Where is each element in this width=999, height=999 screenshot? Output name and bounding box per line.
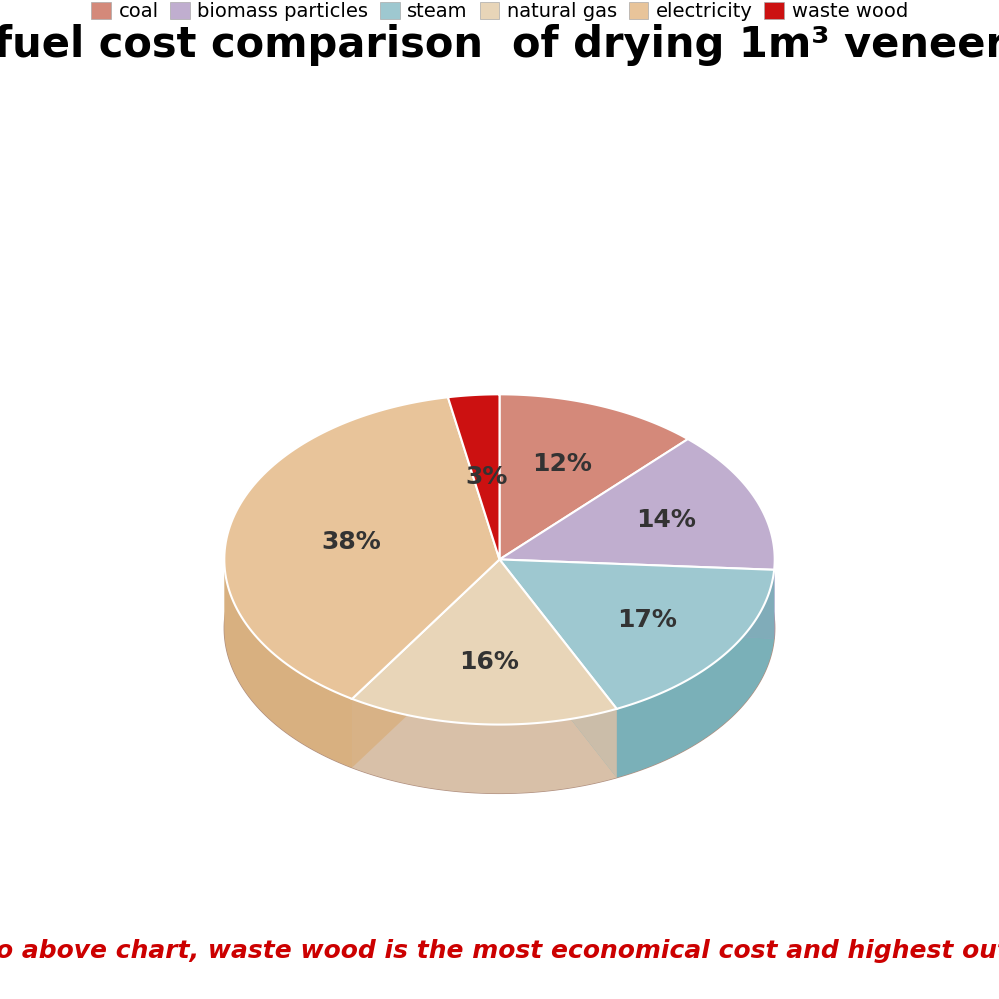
Polygon shape [352, 559, 500, 767]
Polygon shape [500, 440, 774, 569]
Polygon shape [500, 559, 774, 638]
Polygon shape [352, 559, 500, 767]
Text: 17%: 17% [617, 607, 677, 631]
Polygon shape [500, 395, 688, 559]
Text: 12%: 12% [532, 453, 592, 477]
Text: 3%: 3% [466, 466, 507, 490]
Text: 38%: 38% [321, 530, 381, 554]
Polygon shape [352, 699, 616, 793]
Polygon shape [500, 559, 616, 777]
Polygon shape [500, 559, 774, 709]
Polygon shape [448, 395, 500, 559]
Polygon shape [225, 464, 774, 793]
Polygon shape [225, 398, 500, 699]
Polygon shape [616, 569, 774, 777]
Polygon shape [500, 559, 774, 638]
Text: 14%: 14% [636, 507, 695, 531]
Text: fuel cost comparison  of drying 1m³ veneer: fuel cost comparison of drying 1m³ venee… [0, 24, 999, 66]
Text: As to above chart, waste wood is the most economical cost and highest output: As to above chart, waste wood is the mos… [0, 939, 999, 963]
Polygon shape [225, 558, 352, 767]
Text: 16%: 16% [459, 649, 518, 673]
Legend: coal, biomass particles, steam, natural gas, electricity, waste wood: coal, biomass particles, steam, natural … [84, 0, 915, 29]
Polygon shape [500, 559, 616, 777]
Polygon shape [352, 559, 616, 724]
